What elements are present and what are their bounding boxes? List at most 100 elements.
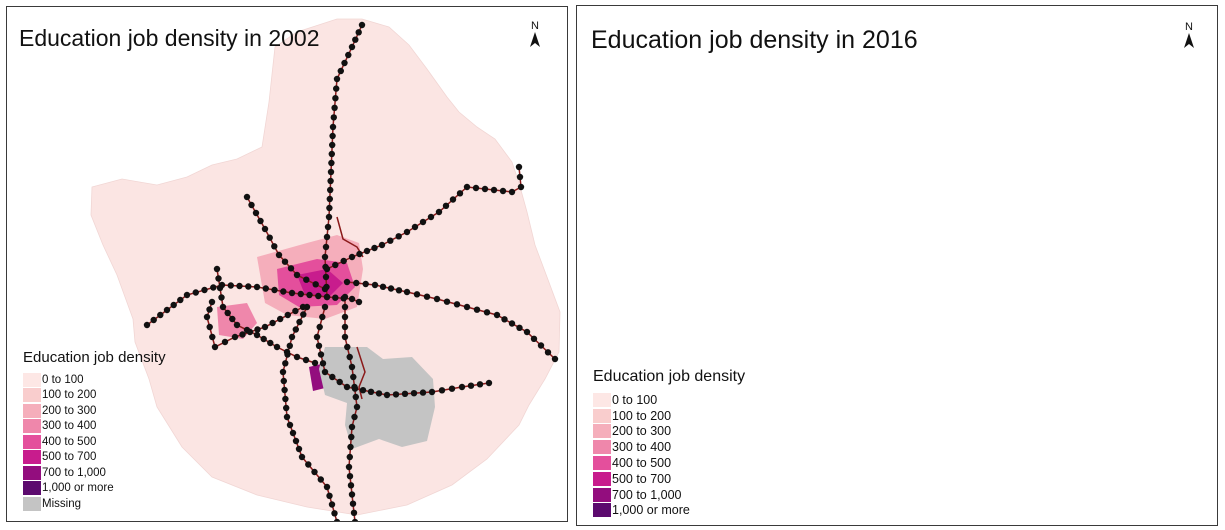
station-marker xyxy=(443,298,451,305)
station-marker xyxy=(413,291,421,298)
station-marker xyxy=(363,247,371,255)
station-marker xyxy=(216,284,224,292)
station-marker xyxy=(346,473,354,480)
legend-swatch xyxy=(23,450,41,465)
station-marker xyxy=(401,390,409,397)
legend-item: 200 to 300 xyxy=(23,403,166,419)
station-marker xyxy=(344,343,351,351)
legend-label: 100 to 200 xyxy=(612,408,672,423)
station-marker xyxy=(483,309,491,316)
legend-label: 500 to 700 xyxy=(42,451,97,464)
station-marker xyxy=(326,195,333,203)
legend-label: 0 to 100 xyxy=(612,392,658,407)
station-marker xyxy=(170,301,177,309)
legend-swatch xyxy=(23,419,41,434)
station-marker xyxy=(287,265,295,272)
station-marker xyxy=(347,443,354,451)
station-marker xyxy=(352,393,359,401)
legend-swatch xyxy=(23,465,41,480)
legend-item: 100 to 200 xyxy=(593,408,745,424)
station-marker xyxy=(252,209,260,217)
station-marker xyxy=(312,281,319,288)
station-marker xyxy=(279,368,287,376)
station-marker xyxy=(315,292,322,300)
station-marker xyxy=(403,228,411,236)
legend-items: 0 to 100 100 to 200 200 to 300 300 to 400 40… xyxy=(23,372,166,512)
station-marker xyxy=(283,404,290,412)
station-marker xyxy=(337,67,344,75)
legend-item: 400 to 500 xyxy=(23,434,166,450)
station-marker xyxy=(356,250,363,258)
legend-item: 700 to 1,000 xyxy=(23,465,166,481)
station-marker xyxy=(328,150,335,158)
station-marker xyxy=(206,323,213,331)
station-marker xyxy=(328,501,336,508)
station-marker xyxy=(271,243,278,250)
station-marker xyxy=(353,403,361,411)
legend-label: 700 to 1,000 xyxy=(42,466,106,479)
station-marker xyxy=(419,218,427,226)
station-marker xyxy=(423,293,431,300)
density-zone xyxy=(297,269,343,297)
station-marker xyxy=(213,265,221,273)
missing-zone xyxy=(319,347,435,449)
legend-label: 1,000 or more xyxy=(42,482,114,495)
station-marker xyxy=(419,389,427,396)
legend-swatch xyxy=(593,456,611,471)
station-marker xyxy=(227,282,234,289)
station-marker xyxy=(485,379,493,387)
station-marker xyxy=(321,285,329,293)
legend-swatch xyxy=(23,434,41,449)
station-marker xyxy=(288,289,296,297)
station-marker xyxy=(297,290,304,298)
station-marker xyxy=(358,21,366,29)
station-marker xyxy=(292,326,299,333)
station-marker xyxy=(375,390,383,397)
station-marker xyxy=(329,373,336,381)
station-marker xyxy=(336,378,343,386)
station-marker xyxy=(350,509,358,516)
legend-swatch xyxy=(593,424,611,439)
station-marker xyxy=(341,303,349,311)
north-arrow-icon: N xyxy=(1181,22,1197,54)
station-marker xyxy=(323,483,331,491)
station-marker xyxy=(269,319,276,327)
station-marker xyxy=(281,258,289,265)
station-marker xyxy=(282,395,289,403)
legend-item: 300 to 400 xyxy=(593,439,745,455)
station-marker xyxy=(183,291,191,299)
legend-item: 100 to 200 xyxy=(23,388,166,404)
station-marker xyxy=(327,186,334,194)
station-marker xyxy=(341,59,348,67)
station-marker xyxy=(316,323,323,331)
station-marker xyxy=(293,353,301,361)
station-marker xyxy=(208,298,216,306)
legend-title: Education job density xyxy=(593,368,746,385)
legend-item: 0 to 100 xyxy=(593,392,745,408)
legend-item: Missing xyxy=(23,496,166,512)
station-marker xyxy=(311,359,319,367)
station-marker xyxy=(303,276,310,283)
legend-swatch xyxy=(593,440,611,455)
station-marker xyxy=(331,104,338,112)
station-marker xyxy=(311,468,318,476)
station-marker xyxy=(544,349,552,356)
station-marker xyxy=(458,383,466,391)
station-marker xyxy=(233,321,241,329)
station-marker xyxy=(523,328,531,336)
station-marker xyxy=(293,271,301,279)
legend-label: 0 to 100 xyxy=(42,373,84,386)
legend-swatch xyxy=(23,372,41,387)
station-marker xyxy=(410,390,418,397)
station-marker xyxy=(280,377,287,385)
station-marker xyxy=(508,320,516,327)
station-marker xyxy=(163,306,171,314)
station-marker xyxy=(317,476,324,483)
station-marker xyxy=(348,363,356,371)
legend-swatch xyxy=(593,392,611,407)
station-marker xyxy=(261,225,269,233)
legend-swatch xyxy=(23,388,41,403)
north-arrow-icon: N xyxy=(527,21,543,53)
station-marker xyxy=(253,283,261,291)
station-marker xyxy=(530,335,538,342)
